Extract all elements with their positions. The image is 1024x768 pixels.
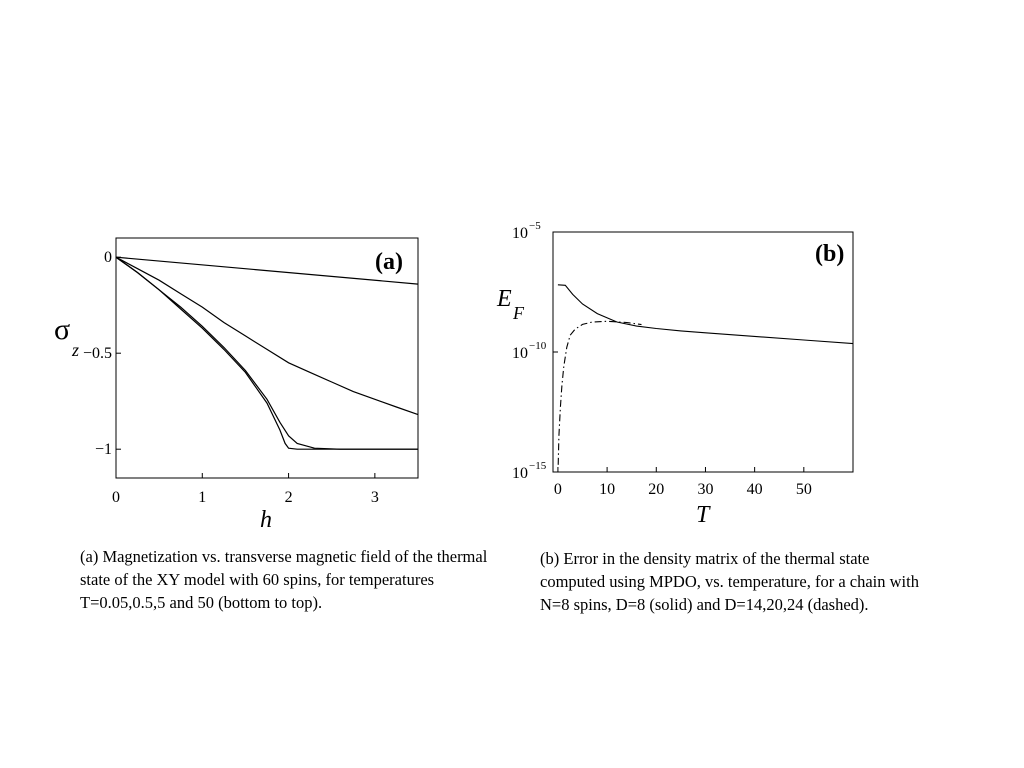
chart-a-y-tick-label: −0.5 <box>83 345 112 362</box>
caption-b: (b) Error in the density matrix of the t… <box>540 549 919 614</box>
chart-b-xlabel: T <box>696 502 711 528</box>
chart-a-ylabel-sub: z <box>71 340 79 360</box>
chart-a: 0 1 2 3 0 −0.5 −1 (a) σ z h <box>54 237 419 533</box>
chart-b-x-tick-label: 50 <box>796 481 812 498</box>
chart-a-xlabel: h <box>260 507 272 533</box>
chart-b-y-tick-label: 10 <box>512 465 528 482</box>
chart-a-series-line-4 <box>115 256 419 285</box>
chart-a-plot-area: 0 1 2 3 0 −0.5 −1 <box>83 237 419 506</box>
chart-a-y-tick-label: 0 <box>104 249 112 266</box>
chart-b-y-tick-exponent: −10 <box>529 340 547 352</box>
chart-b-x-tick-label: 0 <box>554 481 562 498</box>
chart-b-x-tick-label: 40 <box>747 481 763 498</box>
chart-a-series-line-3 <box>115 256 419 416</box>
chart-b-y-tick-exponent: −5 <box>529 220 541 232</box>
chart-a-x-tick-label: 0 <box>112 489 120 506</box>
chart-a-ylabel: σ <box>54 313 70 346</box>
chart-b-ylabel-sub: F <box>512 303 525 323</box>
chart-b-ylabel: E <box>496 286 512 312</box>
chart-a-panel-label: (a) <box>375 249 403 275</box>
chart-b-y-tick-label: 10 <box>512 345 528 362</box>
chart-a-series-line-1 <box>115 256 418 450</box>
chart-a-x-tick-label: 2 <box>285 489 293 506</box>
chart-a-series-line-2 <box>115 256 418 450</box>
chart-b-frame <box>552 231 854 473</box>
chart-a-x-tick-label: 3 <box>371 489 379 506</box>
chart-a-x-tick-label: 1 <box>198 489 206 506</box>
chart-b-series-line-dashdot <box>557 320 642 465</box>
chart-b-y-tick-exponent: −15 <box>529 460 547 472</box>
caption-a: (a) Magnetization vs. transverse magneti… <box>80 547 488 612</box>
chart-a-frame <box>115 237 419 479</box>
chart-b-y-tick-label: 10 <box>512 225 528 242</box>
chart-b-panel-label: (b) <box>815 241 844 267</box>
chart-b-x-tick-label: 30 <box>697 481 713 498</box>
chart-b-x-tick-label: 20 <box>648 481 664 498</box>
chart-b-series-line-solid <box>557 284 854 345</box>
chart-b-x-tick-label: 10 <box>599 481 615 498</box>
chart-a-y-tick-label: −1 <box>95 441 112 458</box>
